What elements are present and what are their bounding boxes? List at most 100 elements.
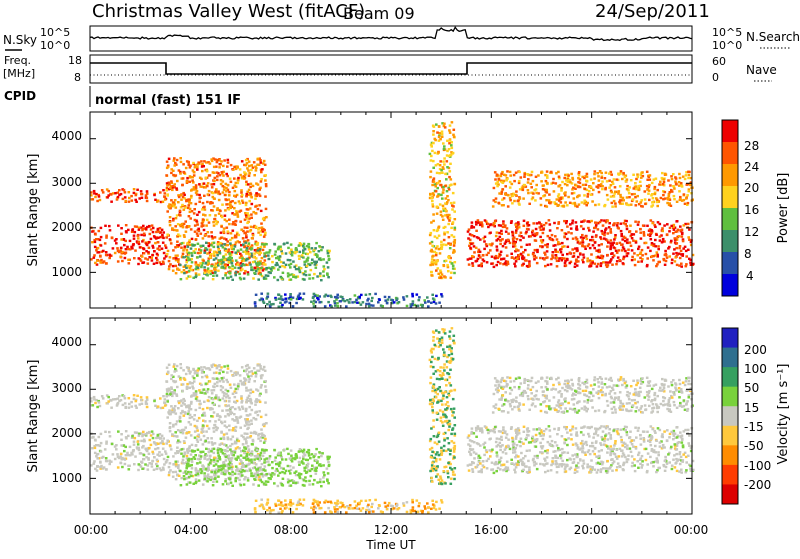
power-cell — [262, 249, 265, 251]
velocity-cell — [201, 371, 204, 373]
power-cell — [259, 159, 262, 161]
velocity-cell — [264, 380, 267, 382]
power-cell — [649, 174, 652, 176]
velocity-cell — [169, 393, 172, 395]
velocity-cell — [220, 389, 223, 391]
velocity-cell — [142, 431, 145, 433]
power-cell — [441, 246, 444, 248]
velocity-cell — [168, 474, 171, 476]
power-cell — [262, 300, 265, 302]
power-cell — [599, 221, 602, 223]
power-cell — [581, 234, 584, 236]
power-cell — [254, 212, 257, 214]
power-cell — [535, 228, 538, 230]
velocity-cell — [110, 407, 113, 409]
power-cell — [582, 254, 585, 256]
power-cell — [507, 239, 510, 241]
power-cell — [637, 189, 640, 191]
power-cell — [563, 236, 566, 238]
power-cell — [650, 229, 653, 231]
power-cell — [259, 262, 262, 264]
power-cell — [319, 275, 322, 277]
power-cell — [215, 257, 218, 259]
power-cell — [513, 174, 516, 176]
velocity-cell — [194, 454, 197, 456]
power-cell — [223, 243, 226, 245]
power-cell — [641, 171, 644, 173]
power-cell — [298, 298, 301, 300]
power-cell — [440, 276, 443, 278]
velocity-cell — [196, 438, 199, 440]
power-cell — [619, 172, 622, 174]
power-cell — [91, 241, 94, 243]
power-cell — [631, 193, 634, 195]
power-cell — [620, 230, 623, 232]
power-cell — [224, 209, 227, 211]
velocity-cell — [217, 455, 220, 457]
velocity-cell — [279, 472, 282, 474]
power-cell — [437, 267, 440, 269]
power-cell — [673, 198, 676, 200]
power-cell — [125, 200, 128, 202]
power-cell — [446, 201, 449, 203]
velocity-cell — [302, 458, 305, 460]
power-cell — [583, 256, 586, 258]
power-cell — [588, 243, 591, 245]
power-cell — [96, 251, 99, 253]
power-cell — [213, 205, 216, 207]
power-cell — [182, 256, 185, 258]
power-cell — [124, 257, 127, 259]
velocity-cell — [97, 453, 100, 455]
power-cell — [253, 252, 256, 254]
power-cell — [175, 265, 178, 267]
power-cell — [215, 188, 218, 190]
velocity-cell — [215, 394, 218, 396]
velocity-cell — [166, 400, 169, 402]
power-cell — [157, 241, 160, 243]
power-cell — [212, 221, 215, 223]
velocity-cell — [141, 403, 144, 405]
velocity-cell — [309, 457, 312, 459]
power-cell — [114, 192, 117, 194]
power-cell — [289, 259, 292, 261]
power-cell — [596, 222, 599, 224]
power-cell — [205, 242, 208, 244]
power-cell — [645, 253, 648, 255]
power-cell — [590, 194, 593, 196]
power-cell — [263, 246, 266, 248]
power-cell — [595, 224, 598, 226]
power-cell — [246, 162, 249, 164]
power-cell — [253, 174, 256, 176]
power-cell — [621, 178, 624, 180]
power-cbar-tick-4: 4 — [746, 269, 754, 283]
power-cell — [556, 265, 559, 267]
nsky-label: N.Sky — [3, 33, 37, 47]
power-cell — [631, 237, 634, 239]
power-cell — [195, 203, 198, 205]
velocity-cell — [133, 441, 136, 443]
velocity-cell — [263, 366, 266, 368]
velocity-cell — [141, 461, 144, 463]
velocity-cell — [259, 365, 262, 367]
power-cell — [287, 247, 290, 249]
power-cell — [184, 245, 187, 247]
power-cell — [213, 242, 216, 244]
power-cell — [451, 208, 454, 210]
power-cell — [639, 228, 642, 230]
power-cell — [655, 197, 658, 199]
power-cell — [230, 181, 233, 183]
power-cell — [253, 161, 256, 163]
power-cell — [233, 166, 236, 168]
power-cell — [206, 170, 209, 172]
power-cbar-tick-12: 12 — [744, 225, 759, 239]
power-cell — [252, 185, 255, 187]
power-cell — [515, 190, 518, 192]
power-cell — [181, 204, 184, 206]
power-cell — [273, 276, 276, 278]
power-cell — [586, 195, 589, 197]
velocity-cell — [200, 366, 203, 368]
power-cell — [169, 187, 172, 189]
power-cell — [510, 253, 513, 255]
velocity-cell — [185, 405, 188, 407]
velocity-cell — [169, 462, 172, 464]
